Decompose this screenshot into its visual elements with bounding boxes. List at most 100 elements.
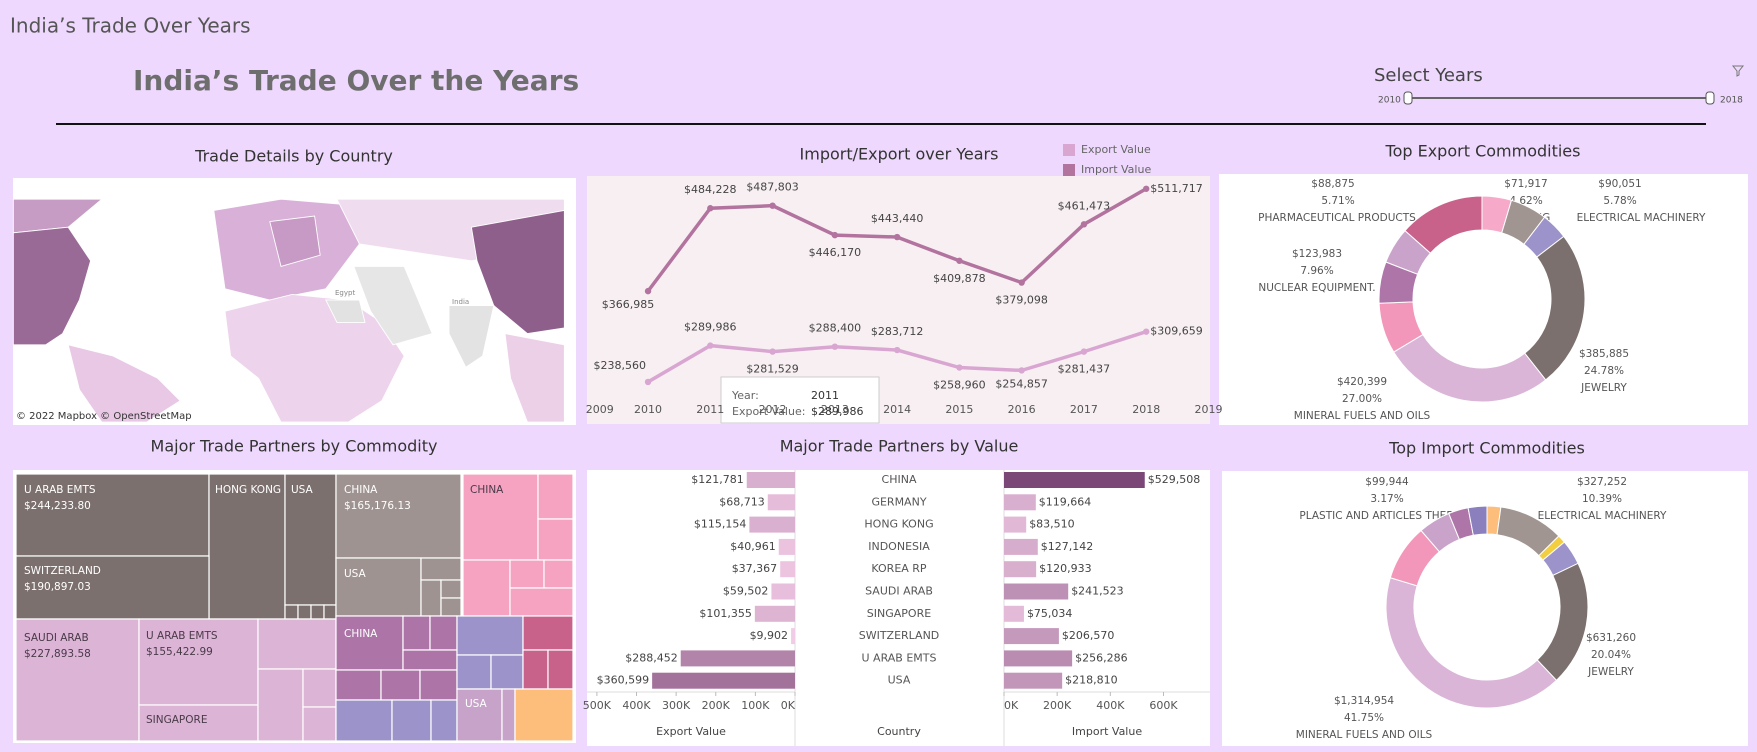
tile[interactable] [420, 579, 442, 617]
slider-handle[interactable] [1705, 91, 1715, 105]
chart-title: Major Trade Partners by Commodity [151, 437, 438, 456]
tile[interactable] [462, 473, 539, 561]
tile[interactable] [257, 618, 337, 670]
tile[interactable] [257, 668, 304, 742]
tile[interactable] [522, 649, 549, 690]
tile[interactable] [335, 557, 422, 617]
tile[interactable] [138, 704, 259, 742]
tile[interactable] [509, 587, 574, 617]
tile[interactable] [547, 649, 574, 690]
tile-label: HONG KONG [215, 484, 281, 496]
chart-title: Import/Export over Years [800, 145, 999, 164]
x-tick-label: 200K [1043, 699, 1072, 712]
tile[interactable] [456, 654, 492, 690]
tile[interactable] [402, 649, 458, 671]
tile[interactable] [456, 615, 524, 656]
tile[interactable] [419, 669, 458, 701]
bar [680, 650, 795, 667]
data-label: $206,570 [1062, 629, 1115, 642]
bar [1004, 650, 1073, 667]
data-label: $115,154 [694, 518, 747, 531]
slice-label: MINERAL FUELS AND OILS [1294, 410, 1431, 422]
tile[interactable] [335, 669, 382, 701]
x-tick-label: 2018 [1132, 403, 1160, 416]
tab-title: India’s Trade Over Years [10, 14, 251, 38]
data-label: $487,803 [746, 181, 799, 194]
bar [778, 538, 795, 555]
tile[interactable] [420, 557, 462, 581]
bar [746, 472, 795, 488]
data-label: $59,502 [723, 585, 769, 598]
tile[interactable] [462, 559, 511, 617]
point [831, 343, 839, 350]
tile[interactable] [429, 615, 458, 651]
tile[interactable] [302, 668, 337, 708]
map[interactable] [12, 198, 565, 423]
bar [771, 583, 795, 600]
category-label: U ARAB EMTS [862, 651, 937, 664]
x-tick-label: 2010 [634, 403, 662, 416]
point [956, 257, 963, 264]
point [707, 342, 714, 349]
tile[interactable] [138, 618, 259, 706]
filter-icon[interactable] [1731, 65, 1745, 77]
tile-label: U ARAB EMTS [24, 484, 96, 496]
tile[interactable] [440, 597, 462, 617]
data-label: $288,452 [625, 651, 678, 664]
data-label: $289,986 [684, 321, 737, 334]
tile[interactable] [501, 688, 516, 742]
tile[interactable] [323, 604, 337, 620]
tile[interactable] [284, 604, 299, 620]
tile[interactable] [543, 559, 574, 589]
tile[interactable] [15, 555, 210, 620]
tile[interactable] [208, 473, 286, 620]
tile[interactable] [297, 604, 312, 620]
slice-percent: 7.96% [1300, 265, 1333, 277]
tile[interactable] [380, 669, 421, 701]
tile[interactable] [302, 706, 337, 742]
slice[interactable] [1385, 577, 1558, 709]
chart-title: Major Trade Partners by Value [780, 437, 1019, 456]
slice-percent: 27.00% [1342, 393, 1382, 405]
data-label: $119,664 [1039, 495, 1092, 508]
data-label: $366,985 [602, 298, 655, 311]
tile[interactable] [514, 688, 574, 742]
tile[interactable] [440, 579, 462, 599]
tile[interactable] [522, 615, 574, 651]
point [893, 346, 901, 354]
bar [652, 672, 795, 689]
category-label: SAUDI ARAB [865, 585, 933, 598]
tile[interactable] [15, 473, 210, 557]
tile[interactable] [391, 699, 432, 742]
slider-handle[interactable] [1403, 91, 1413, 105]
slice[interactable] [1404, 195, 1483, 254]
point [769, 348, 776, 355]
data-label: $9,902 [750, 629, 789, 642]
slice-value: $385,885 [1579, 348, 1629, 360]
tile[interactable] [430, 699, 458, 742]
tile[interactable] [335, 473, 462, 559]
tile[interactable] [335, 699, 393, 742]
tile[interactable] [402, 615, 431, 651]
tile[interactable] [335, 615, 404, 671]
tile[interactable] [310, 604, 325, 620]
tile-label: SINGAPORE [146, 714, 207, 726]
tile[interactable] [537, 473, 574, 520]
data-label: $409,878 [933, 272, 986, 285]
tile[interactable] [284, 473, 337, 606]
point [956, 364, 963, 371]
tooltip-value: $289,986 [811, 405, 864, 418]
tile[interactable] [509, 559, 545, 589]
tile[interactable] [537, 518, 574, 561]
tile[interactable] [490, 654, 524, 690]
point [1018, 279, 1025, 286]
data-label: $379,098 [995, 294, 1048, 307]
slice[interactable] [1467, 505, 1488, 536]
tile[interactable] [15, 618, 140, 742]
x-tick-label: 2014 [883, 403, 911, 416]
bar [791, 628, 795, 645]
line-panel [587, 176, 1210, 424]
tile[interactable] [456, 688, 503, 742]
x-tick-label: 200K [702, 699, 731, 712]
treemap [15, 473, 574, 742]
